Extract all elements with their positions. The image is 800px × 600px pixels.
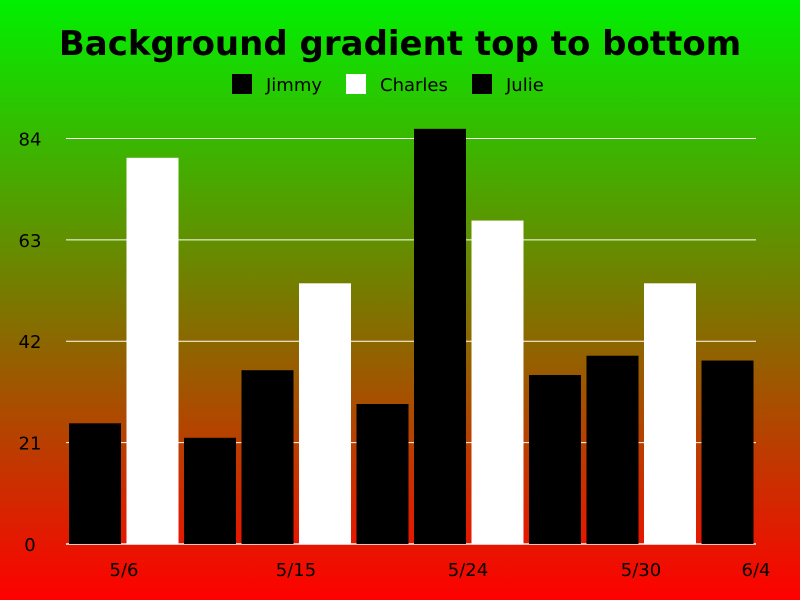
bar-julie-11 bbox=[701, 360, 754, 544]
bar-charles-7 bbox=[471, 220, 524, 544]
y-tick-label-21: 21 bbox=[19, 434, 42, 455]
y-tick-label-42: 42 bbox=[19, 332, 42, 353]
legend-swatch-julie bbox=[472, 74, 492, 94]
legend-label-julie: Julie bbox=[505, 75, 544, 96]
bar-jimmy-6 bbox=[414, 128, 466, 545]
bar-jimmy-0 bbox=[69, 423, 121, 544]
legend-swatch-jimmy bbox=[232, 74, 252, 94]
legend-label-jimmy: Jimmy bbox=[265, 75, 322, 96]
bar-jimmy-3 bbox=[241, 370, 294, 544]
x-tick-label-2: 5/24 bbox=[448, 560, 488, 581]
bar-jimmy-9 bbox=[586, 355, 639, 544]
legend-swatch-charles bbox=[346, 74, 366, 94]
x-axis-ticks: 5/6 5/15 5/24 5/30 6/4 bbox=[110, 560, 771, 581]
chart-title: Background gradient top to bottom bbox=[59, 24, 741, 64]
y-tick-label-0: 0 bbox=[24, 535, 35, 556]
x-tick-label-1: 5/15 bbox=[276, 560, 316, 581]
legend: Jimmy Charles Julie bbox=[232, 74, 544, 96]
bar-charles-4 bbox=[299, 283, 351, 544]
bar-julie-8 bbox=[529, 375, 581, 544]
bar-julie-5 bbox=[356, 404, 409, 544]
bars bbox=[69, 128, 754, 545]
x-tick-label-0: 5/6 bbox=[110, 560, 139, 581]
bar-charles-10 bbox=[644, 283, 696, 544]
bar-charles-1 bbox=[126, 157, 179, 545]
x-tick-label-3: 5/30 bbox=[621, 560, 661, 581]
y-tick-label-84: 84 bbox=[19, 129, 42, 150]
bar-julie-2 bbox=[184, 437, 236, 544]
x-tick-label-4: 6/4 bbox=[742, 560, 771, 581]
grid bbox=[66, 137, 756, 545]
legend-label-charles: Charles bbox=[380, 75, 448, 96]
y-tick-label-63: 63 bbox=[19, 231, 42, 252]
y-axis-ticks: 0 21 42 63 84 bbox=[19, 129, 42, 556]
